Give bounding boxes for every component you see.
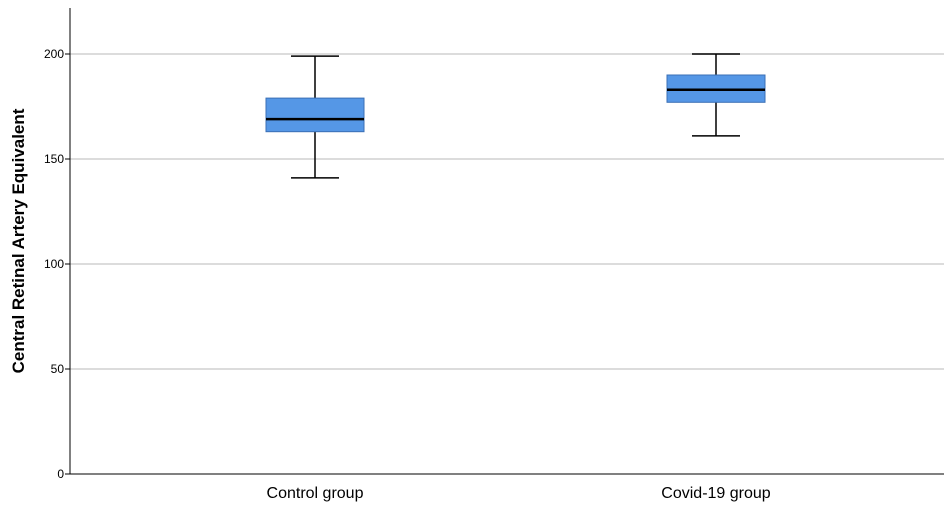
- y-tick-label-50: 50: [51, 362, 65, 376]
- y-tick-label-200: 200: [44, 47, 64, 61]
- gridlines: [70, 53, 944, 370]
- box-group-0: [265, 55, 365, 179]
- y-tick-label-0: 0: [57, 467, 64, 481]
- y-tick-label-100: 100: [44, 257, 64, 271]
- axes: [69, 8, 944, 475]
- x-category-label-0: Control group: [267, 485, 364, 502]
- x-category-label-1: Covid-19 group: [661, 485, 771, 502]
- y-axis-title: Central Retinal Artery Equivalent: [9, 108, 28, 373]
- x-category-labels: Control group Covid-19 group: [267, 485, 771, 502]
- box-group-1: [666, 53, 766, 137]
- boxes: [265, 53, 766, 179]
- iqr-box: [265, 97, 365, 133]
- y-tick-labels: 0 50 100 150 200: [44, 47, 70, 481]
- y-tick-label-150: 150: [44, 152, 64, 166]
